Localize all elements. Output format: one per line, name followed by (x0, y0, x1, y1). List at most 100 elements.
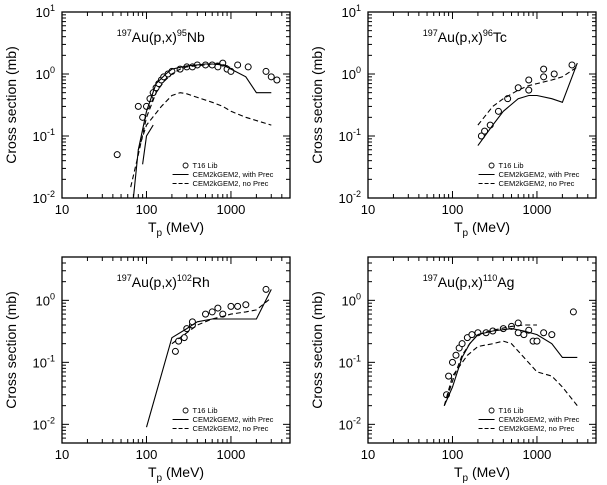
panel-1-legend-label: CEM2kGEM2, with Prec (499, 170, 580, 179)
panel-3-legend-label: CEM2kGEM2, no Prec (499, 424, 575, 433)
panel-1-data-point (525, 86, 533, 94)
panel-0-series-line-3 (137, 92, 272, 150)
panel-3-xtick-label: 1000 (522, 447, 551, 462)
panel-1-ytick-label: 10-2 (339, 189, 361, 206)
panel-3-data-point (540, 329, 548, 337)
panel-3-plot-area (443, 308, 578, 407)
panel-2-series-line-2 (171, 297, 272, 345)
panel-1-ytick-label: 101 (342, 3, 361, 20)
panel-0-frame (61, 11, 291, 199)
panel-1-reaction-label: 197Au(p,x)96Tc (423, 28, 507, 45)
panel-2: 10 100 1000 10-2 10-1 100 Tp (MeV) Cross sectio… (3, 256, 291, 484)
panel-3-ylabel: Cross section (mb) (309, 291, 325, 408)
panel-3-ytick-label: 100 (342, 291, 361, 308)
panel-1-data-point (514, 84, 522, 92)
panel-0-legend-label: CEM2kGEM2, no Prec (193, 179, 269, 188)
panel-1-data-point (540, 65, 548, 73)
panel-1-plot-area (477, 61, 578, 146)
panel-0-data-point (208, 61, 216, 69)
panel-2-series-line-1 (145, 289, 272, 428)
panel-3-xtick-label: 10 (361, 447, 375, 462)
panel-0-legend-marker (182, 162, 189, 169)
panel-0-ytick-label: 10-2 (33, 189, 55, 206)
panel-0-plot-area (113, 59, 281, 198)
panel-3-data-point (520, 331, 528, 339)
panel-2-xtick-label: 100 (136, 447, 158, 462)
panel-1-data-point (525, 76, 533, 84)
panel-0-data-point (262, 67, 270, 75)
panel-1-series-line-2 (477, 66, 578, 126)
panel-2-data-point (262, 285, 270, 293)
panel-2-frame (61, 256, 291, 444)
panel-1-legend-label: CEM2kGEM2, no Prec (499, 179, 575, 188)
panel-1-ytick-label: 10-1 (339, 127, 361, 144)
panel-3-data-point (458, 340, 466, 348)
panel-0-data-point (234, 61, 242, 69)
panel-2-data-point (214, 304, 222, 312)
panel-2-xtick-label: 10 (55, 447, 69, 462)
panel-3-legend-marker (488, 407, 495, 414)
panel-1-data-point (494, 107, 502, 115)
panel-0-ytick-label: 10-1 (33, 127, 55, 144)
panel-1-ytick-label: 100 (342, 65, 361, 82)
panel-0-data-point (244, 63, 252, 71)
panel-3-frame (367, 256, 597, 444)
panel-3-legend-label: T16 Lib (499, 406, 524, 415)
panel-2-ytick-label: 10-1 (33, 353, 55, 370)
panel-0-legend-label: T16 Lib (193, 161, 218, 170)
panel-1-xtick-label: 1000 (522, 202, 551, 217)
panel-3-data-point (569, 308, 577, 316)
panel-1-data-point (481, 127, 489, 135)
panel-2-ytick-label: 100 (36, 291, 55, 308)
panel-3-legend-label: CEM2kGEM2, with Prec (499, 415, 580, 424)
panel-0-data-point (113, 151, 121, 159)
panel-3-data-point (445, 372, 453, 380)
panel-0-data-point (273, 76, 281, 84)
panel-1-xtick-label: 100 (442, 202, 464, 217)
panel-1-frame (367, 11, 597, 199)
panel-0-reaction-label: 197Au(p,x)95Nb (117, 28, 205, 45)
panel-2-ylabel: Cross section (mb) (3, 291, 19, 408)
panel-3-series-line-3 (443, 340, 578, 407)
panel-0-data-point (134, 102, 142, 110)
panel-2-xtick-label: 1000 (216, 447, 245, 462)
panel-3-ytick-label: 10-2 (339, 415, 361, 432)
panel-2-data-point (202, 310, 210, 318)
panel-3: 10 100 1000 10-2 10-1 100 Tp (MeV) Cross sectio… (309, 256, 597, 484)
panel-2-data-point (208, 308, 216, 316)
panel-0-ytick-label: 100 (36, 65, 55, 82)
panel-0-series-line-2 (130, 62, 232, 188)
panel-2-legend-label: T16 Lib (193, 406, 218, 415)
panel-3-reaction-label: 197Au(p,x)110Ag (423, 273, 515, 290)
panel-1-series-line-1 (477, 62, 578, 146)
panel-0-ytick-label: 101 (36, 3, 55, 20)
panel-0-xtick-label: 10 (55, 202, 69, 217)
panel-1-data-point (540, 73, 548, 81)
panel-1-legend-marker (488, 162, 495, 169)
panel-3-data-point (548, 331, 556, 339)
panel-2-legend-label: CEM2kGEM2, with Prec (193, 415, 274, 424)
panel-2-legend-label: CEM2kGEM2, no Prec (193, 424, 269, 433)
panel-1-ylabel: Cross section (mb) (309, 46, 325, 163)
panel-2-data-point (171, 347, 179, 355)
panel-2-data-point (242, 301, 250, 309)
panel-0-xtick-label: 100 (136, 202, 158, 217)
panel-0-series-line-1 (132, 63, 272, 198)
panel-3-data-point (448, 358, 456, 366)
panel-1-xlabel: Tp (MeV) (454, 219, 510, 239)
panel-0-data-point (267, 73, 275, 81)
panel-0-series-line-4 (142, 124, 154, 165)
panel-3-data-point (468, 331, 476, 339)
panel-0: 10 100 1000 10-2 10-1 100 101 Tp (MeV) Cross sec… (3, 3, 291, 239)
panel-0-xlabel: Tp (MeV) (148, 219, 204, 239)
panel-2-reaction-label: 197Au(p,x)102Rh (117, 273, 210, 290)
panel-2-plot-area (145, 285, 272, 428)
panel-1-legend-label: T16 Lib (499, 161, 524, 170)
panel-1: 10 100 1000 10-2 10-1 100 101 Tp (MeV) Cross sec… (309, 3, 597, 239)
panel-3-xtick-label: 100 (442, 447, 464, 462)
panel-3-xlabel: Tp (MeV) (454, 464, 510, 484)
